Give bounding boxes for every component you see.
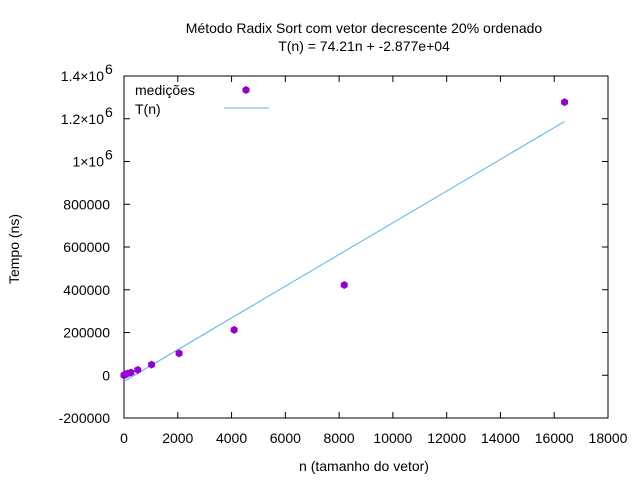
x-tick-label: 6000 [270, 430, 301, 446]
data-point [148, 360, 155, 369]
y-tick-label: 800000 [63, 196, 110, 212]
y-tick-exponent: 6 [105, 147, 113, 163]
legend: medições T(n) [135, 82, 269, 117]
axis-ticks: 0 2000 4000 6000 8000 10000 12000 14000 16000 180… [59, 61, 628, 446]
x-tick-label: 14000 [481, 430, 520, 446]
y-tick-exponent: 6 [105, 104, 113, 120]
y-tick-label: 1.2×10 [61, 111, 104, 127]
y-tick-label: 600000 [63, 239, 110, 255]
y-tick-label: 200000 [63, 325, 110, 341]
chart-title: Método Radix Sort com vetor decrescente … [186, 20, 543, 36]
x-tick-label: 12000 [427, 430, 466, 446]
data-point [230, 325, 238, 334]
x-axis-label: n (tamanho do vetor) [299, 458, 429, 474]
y-tick-label: 0 [102, 367, 110, 383]
data-point [340, 281, 348, 289]
y-axis-label: Tempo (ns) [6, 214, 22, 284]
y-tick-exponent: 6 [105, 61, 113, 77]
y-tick-label: 400000 [63, 282, 110, 298]
chart-subtitle: T(n) = 74.21n + -2.877e+04 [278, 38, 450, 54]
legend-marker-medicoes [242, 86, 250, 94]
data-point [561, 98, 568, 107]
x-tick-label: 2000 [162, 430, 193, 446]
x-tick-label: 16000 [535, 430, 574, 446]
data-point [134, 365, 142, 374]
y-tick-label: 1×10 [72, 154, 104, 170]
legend-label-fit: T(n) [135, 101, 161, 117]
x-tick-label: 10000 [373, 430, 412, 446]
x-tick-label: 0 [120, 430, 128, 446]
x-tick-label: 8000 [324, 430, 355, 446]
data-point [127, 368, 135, 377]
x-tick-label: 4000 [216, 430, 247, 446]
y-tick-label: 1.4×10 [61, 68, 104, 84]
series-layer [120, 98, 568, 382]
y-tick-label: -200000 [59, 410, 111, 426]
legend-label-medicoes: medições [135, 82, 195, 98]
fit-line [123, 121, 565, 382]
x-tick-label: 18000 [589, 430, 628, 446]
data-point [175, 349, 183, 358]
